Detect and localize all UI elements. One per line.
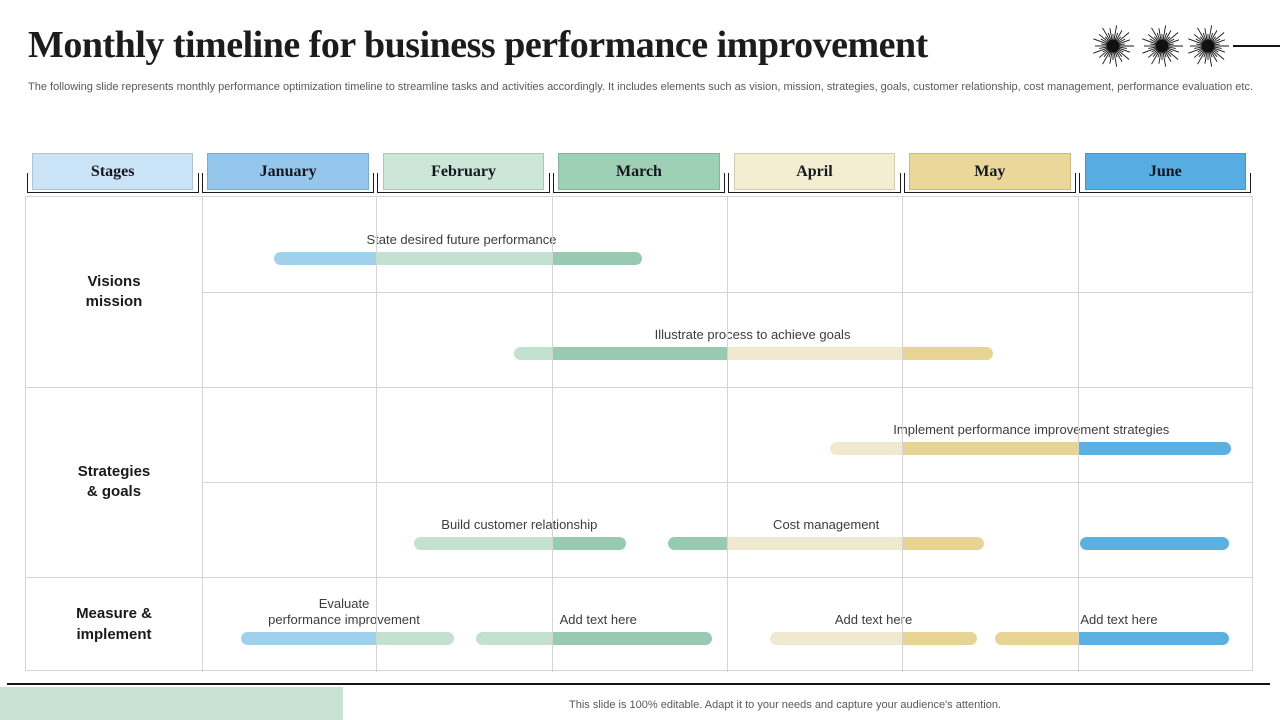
gantt-bar[interactable] <box>273 252 643 265</box>
footer-rule-line <box>7 683 1270 685</box>
grid-vline <box>376 197 378 672</box>
bar-label: Cost management <box>773 516 880 532</box>
bar-label: Illustrate process to achieve goals <box>654 326 851 342</box>
bar-segment-gold <box>994 632 1079 645</box>
gantt-bar[interactable] <box>475 632 713 645</box>
starburst-icon <box>1188 25 1229 67</box>
footer-note: This slide is 100% editable. Adapt it to… <box>569 699 1001 711</box>
tab-march[interactable]: March <box>558 153 720 190</box>
grid-vline <box>202 197 203 672</box>
gantt-bar[interactable] <box>994 632 1230 645</box>
tab-bracket <box>26 173 199 193</box>
bar-segment-green <box>552 537 627 550</box>
stage-label: Strategies & goals <box>77 462 151 500</box>
bar-segment-pale <box>377 632 455 645</box>
bar-segment-pale <box>377 252 553 265</box>
tab-may[interactable]: May <box>909 153 1071 190</box>
bar-segment-sky <box>273 252 378 265</box>
add-text-placeholder[interactable]: Add text here <box>559 611 637 627</box>
slide-subtitle: The following slide represents monthly p… <box>28 81 1254 93</box>
bar-segment-gold <box>903 347 993 360</box>
bar-label: State desired future performance <box>366 231 557 247</box>
bar-segment-pale <box>475 632 553 645</box>
starburst-icon <box>1093 25 1134 67</box>
bar-segment-cream <box>770 632 904 645</box>
tab-bracket <box>201 173 375 193</box>
bar-label: Implement performance improvement strate… <box>893 421 1170 437</box>
tab-bracket <box>728 173 901 193</box>
grid-vline <box>551 197 553 672</box>
grid-hline <box>202 482 1252 483</box>
stage-label: Measure & implement <box>76 605 152 643</box>
bar-segment-pale <box>514 347 553 360</box>
gantt-bars-layer: State desired future performance Illustra… <box>202 197 1254 672</box>
grid-vline <box>727 197 728 672</box>
tab-bracket <box>377 173 550 193</box>
bar-segment-blue <box>1078 632 1230 645</box>
tab-june[interactable]: June <box>1084 153 1246 190</box>
bar-segment-gold <box>903 442 1079 455</box>
bar-segment-pale <box>414 537 553 550</box>
bar-segment-blue <box>1078 442 1232 455</box>
grid-hline <box>26 577 1252 578</box>
bar-label: Evaluate performance improvement <box>268 595 420 627</box>
gantt-grid: State desired future performance Illustra… <box>25 196 1254 672</box>
title-rule-line <box>1233 45 1280 47</box>
timeline-table: Stages January February March April May June S… <box>25 151 1254 672</box>
bar-segment-green <box>552 632 713 645</box>
gantt-bar[interactable] <box>240 632 455 645</box>
bar-segment-cream <box>727 347 904 360</box>
page-title: Monthly timeline for business performanc… <box>28 24 928 66</box>
gantt-bar[interactable] <box>514 347 993 360</box>
bar-segment-green <box>552 347 728 360</box>
grid-vline <box>1077 197 1079 672</box>
gantt-bar[interactable] <box>829 442 1232 455</box>
starburst-icon <box>1142 25 1183 67</box>
stage-label: Visions mission <box>85 272 143 310</box>
grid-hline <box>26 387 1252 388</box>
gantt-bar[interactable] <box>414 537 627 550</box>
add-text-placeholder[interactable]: Add text here <box>1080 611 1158 627</box>
bar-segment-sky <box>240 632 378 645</box>
tab-stages[interactable]: Stages <box>32 153 194 190</box>
bar-segment-cream <box>727 537 904 550</box>
gantt-bar[interactable] <box>1080 537 1230 550</box>
tab-february[interactable]: February <box>382 153 545 190</box>
bar-segment-gold <box>903 537 984 550</box>
gantt-bar[interactable] <box>668 537 984 550</box>
bar-segment-green <box>552 252 643 265</box>
bar-label: Build customer relationship <box>441 516 598 532</box>
tab-bracket <box>1079 173 1252 193</box>
bar-segment-green <box>668 537 728 550</box>
tab-bracket <box>552 173 726 193</box>
header-tabs-row: Stages January February March April May June <box>25 151 1253 196</box>
bar-segment-cream <box>829 442 904 455</box>
grid-hline <box>202 292 1252 293</box>
gantt-bar[interactable] <box>770 632 977 645</box>
add-text-placeholder[interactable]: Add text here <box>834 611 913 627</box>
tab-bracket <box>903 173 1077 193</box>
bar-segment-blue <box>1080 537 1230 550</box>
tab-january[interactable]: January <box>207 153 369 190</box>
footer-accent-block <box>0 687 343 720</box>
starburst-icon-group <box>1093 25 1229 67</box>
grid-vline <box>902 197 904 672</box>
tab-april[interactable]: April <box>733 153 896 190</box>
bar-segment-gold <box>903 632 977 645</box>
